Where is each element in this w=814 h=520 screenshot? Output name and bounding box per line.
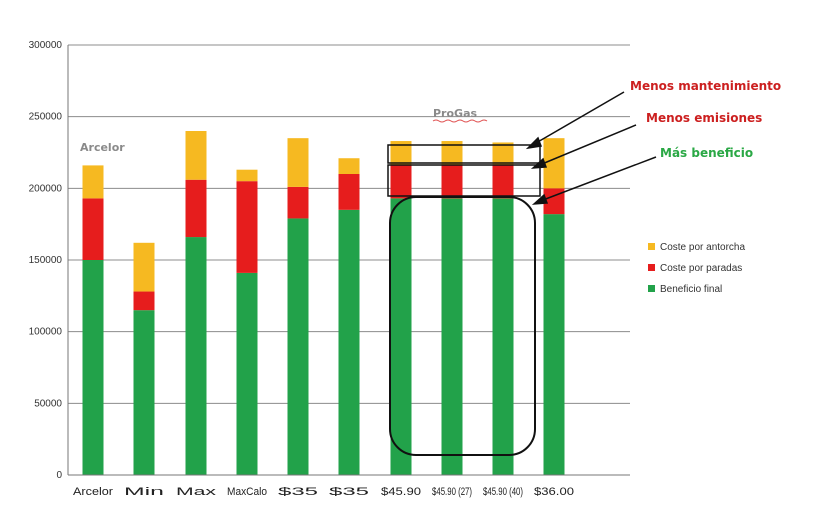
legend-swatch xyxy=(648,243,655,250)
bar-segment-beneficio-final xyxy=(185,237,207,475)
bar-segment-coste-por-paradas xyxy=(185,179,207,238)
x-tick-label: $35 xyxy=(329,486,369,498)
y-tick-label: 250000 xyxy=(29,112,63,123)
y-tick-label: 100000 xyxy=(29,327,63,338)
group-label-progas: ProGas xyxy=(433,107,477,120)
y-tick-label: 200000 xyxy=(29,183,63,194)
bar-segment-coste-por-antorcha xyxy=(82,165,104,199)
bar-segment-coste-por-antorcha xyxy=(543,138,565,189)
bar-segment-beneficio-final xyxy=(82,260,104,475)
y-tick-label: 150000 xyxy=(29,255,63,266)
annotation-maintenance: Menos mantenimiento xyxy=(630,79,781,93)
x-tick-label: $35 xyxy=(278,486,318,498)
bar-segment-coste-por-paradas xyxy=(133,291,155,311)
x-tick-label: $45.90 (27) xyxy=(432,486,472,498)
bar-segment-coste-por-paradas xyxy=(338,174,360,210)
group-label-arcelor: Arcelor xyxy=(80,141,125,154)
bar-segment-coste-por-paradas xyxy=(82,198,104,260)
bar-segment-coste-por-paradas xyxy=(287,186,309,219)
progas-underline xyxy=(432,119,488,123)
legend: Coste por antorcha Coste por paradas Benef… xyxy=(648,242,745,295)
annotation-emissions: Menos emisiones xyxy=(646,111,762,125)
bars xyxy=(82,131,565,476)
x-tick-label: Max xyxy=(176,486,217,498)
bar-segment-beneficio-final xyxy=(441,198,463,475)
bar-segment-beneficio-final xyxy=(338,209,360,476)
bar-segment-coste-por-paradas xyxy=(236,181,258,273)
bar-segment-coste-por-paradas xyxy=(543,188,565,215)
bar-segment-coste-por-antorcha xyxy=(287,138,309,187)
x-tick-label: Arcelor xyxy=(73,486,113,498)
bar-segment-beneficio-final xyxy=(390,198,412,475)
bar-segment-coste-por-antorcha xyxy=(441,141,463,166)
bar-segment-coste-por-paradas xyxy=(492,165,514,199)
legend-label: Coste por paradas xyxy=(660,263,742,274)
x-tick-label: $45.90 (40) xyxy=(483,486,523,498)
bar-segment-beneficio-final xyxy=(133,310,155,475)
x-tick-label: $36.00 xyxy=(534,486,574,498)
x-axis-labels: Arcelor Min Max MaxCalo $35 $35 $45.90 $45.90 (… xyxy=(73,486,574,498)
bar-segment-beneficio-final xyxy=(287,218,309,475)
bar-segment-coste-por-antorcha xyxy=(492,142,514,166)
x-tick-label: MaxCalo xyxy=(227,486,267,498)
y-tick-label: 50000 xyxy=(34,398,62,409)
x-tick-label: Min xyxy=(124,486,164,498)
bar-segment-beneficio-final xyxy=(492,198,514,475)
x-tick-label: $45.90 xyxy=(381,486,421,498)
bar-segment-coste-por-paradas xyxy=(441,165,463,199)
y-tick-label: 0 xyxy=(56,470,62,481)
bar-segment-coste-por-paradas xyxy=(390,165,412,199)
bar-segment-coste-por-antorcha xyxy=(390,141,412,166)
annotation-arrows xyxy=(525,91,657,205)
bar-segment-coste-por-antorcha xyxy=(338,158,360,174)
highlight-box-benefit xyxy=(389,196,536,456)
highlight-box-maintenance xyxy=(387,144,541,164)
legend-label: Beneficio final xyxy=(660,284,722,295)
bar-segment-beneficio-final xyxy=(543,214,565,475)
bar-segment-beneficio-final xyxy=(236,272,258,475)
legend-swatch xyxy=(648,285,655,292)
y-tick-label: 300000 xyxy=(29,40,63,51)
bar-segment-coste-por-antorcha xyxy=(236,169,258,182)
bar-segment-coste-por-antorcha xyxy=(133,242,155,292)
annotation-benefit: Más beneficio xyxy=(660,146,753,160)
legend-swatch xyxy=(648,264,655,271)
bar-segment-coste-por-antorcha xyxy=(185,131,207,180)
y-axis-ticks: 0 50000 100000 150000 200000 250000 300000 xyxy=(29,40,63,481)
legend-label: Coste por antorcha xyxy=(660,242,745,253)
